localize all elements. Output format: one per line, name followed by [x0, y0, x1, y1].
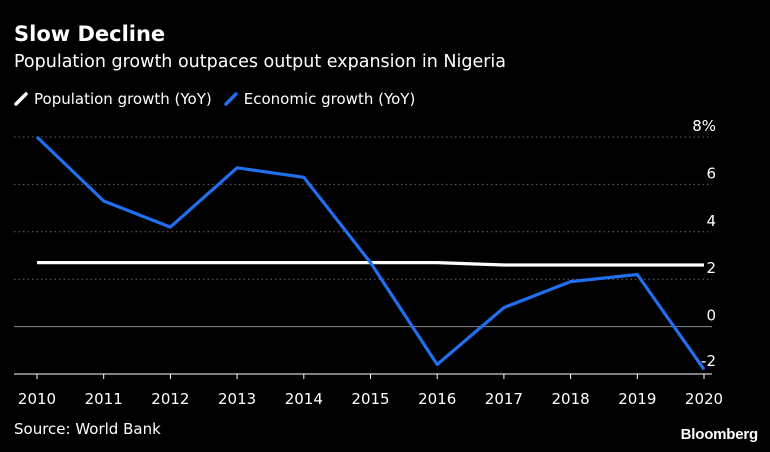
x-tick-label-2014: 2014	[285, 390, 323, 408]
legend-swatch-population	[14, 92, 28, 106]
y-tick-label--2: -2	[701, 352, 716, 370]
y-tick-label-4: 4	[706, 212, 716, 230]
series-line-economic	[35, 135, 706, 371]
x-tick-label-2012: 2012	[151, 390, 189, 408]
legend-swatch-economic	[224, 92, 238, 106]
legend-label-economic: Economic growth (YoY)	[243, 90, 416, 108]
x-tick-label-2019: 2019	[618, 390, 656, 408]
source-note: Source: World Bank	[14, 420, 161, 438]
chart-title: Slow Decline	[14, 22, 166, 46]
y-tick-label-0: 0	[706, 307, 716, 325]
x-tick-label-2011: 2011	[85, 390, 123, 408]
y-tick-label-2: 2	[706, 259, 716, 277]
y-tick-label-8: 8%	[692, 117, 716, 135]
legend-entry-population: Population growth (YoY)	[14, 90, 212, 108]
bloomberg-logo: Bloomberg	[680, 426, 759, 443]
x-tick-label-2020: 2020	[685, 390, 723, 408]
y-tick-label-6: 6	[706, 164, 716, 182]
legend-entry-economic: Economic growth (YoY)	[224, 90, 416, 108]
x-tick-label-2018: 2018	[552, 390, 590, 408]
legend-label-population: Population growth (YoY)	[34, 90, 212, 108]
chart-subtitle: Population growth outpaces output expans…	[14, 52, 507, 72]
x-tick-label-2013: 2013	[218, 390, 256, 408]
legend: Population growth (YoY) Economic growth …	[14, 90, 427, 108]
x-tick-label-2010: 2010	[18, 390, 56, 408]
x-tick-label-2017: 2017	[485, 390, 523, 408]
x-tick-label-2016: 2016	[418, 390, 456, 408]
x-tick-label-2015: 2015	[351, 390, 389, 408]
